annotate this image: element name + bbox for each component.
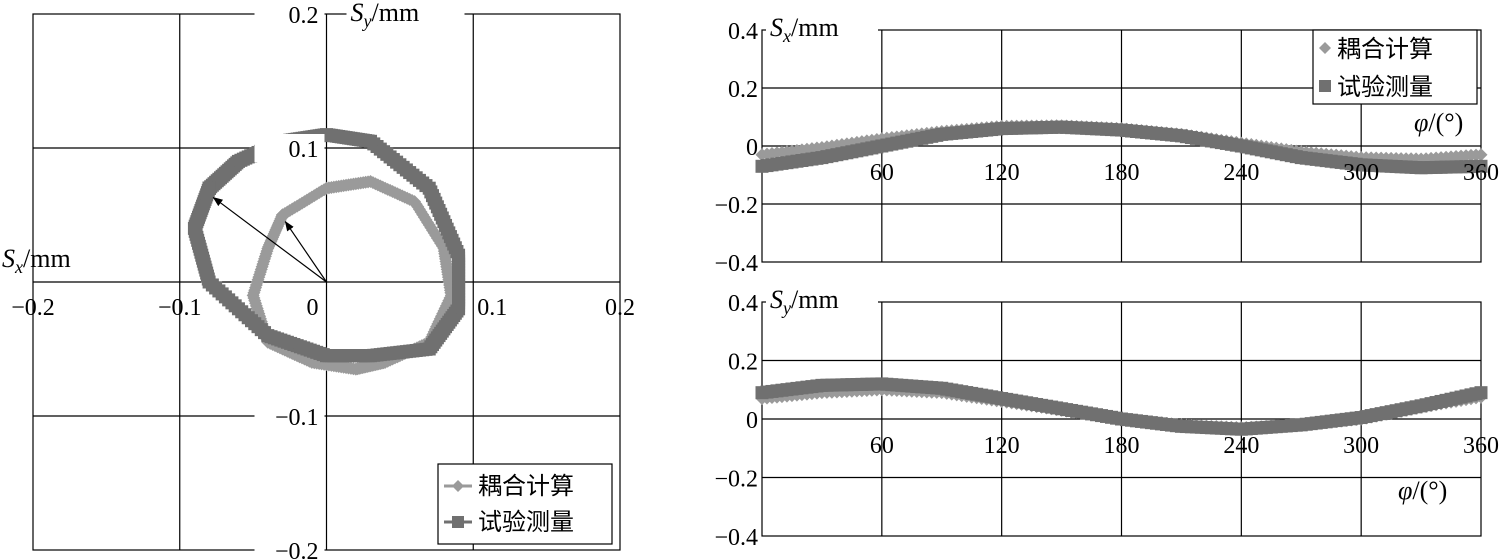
orbit-y-axis-title: Sy/mm bbox=[351, 0, 420, 31]
sx-vs-phi-y-tick-label: 0.4 bbox=[728, 19, 758, 45]
sy-vs-phi-y-tick-label: 0 bbox=[746, 408, 758, 434]
orbit-y-tick-label: 0.1 bbox=[289, 137, 319, 163]
sx-vs-phi-y-axis-title: Sx/mm bbox=[770, 13, 839, 46]
orbit-arrow-2 bbox=[284, 220, 327, 283]
sy-vs-phi-x-tick-label: 360 bbox=[1463, 433, 1499, 459]
orbit-legend-marker bbox=[452, 480, 464, 492]
tick-label-background bbox=[254, 134, 325, 162]
sy-vs-phi-x-tick-label: 120 bbox=[984, 433, 1020, 459]
tick-label-background bbox=[254, 0, 325, 28]
sx-vs-phi-legend-label: 耦合计算 bbox=[1337, 35, 1433, 63]
orbit-arrow-1 bbox=[212, 196, 327, 283]
orbit-legend-label: 耦合计算 bbox=[478, 472, 574, 500]
sx-vs-phi-x-tick-label: 120 bbox=[984, 160, 1020, 186]
orbit-legend-box bbox=[437, 463, 613, 545]
sx-vs-phi-legend-box bbox=[1312, 29, 1478, 105]
orbit-y-tick-label: −0.2 bbox=[275, 539, 319, 559]
sy-vs-phi-y-axis-title: Sy/mm bbox=[770, 285, 839, 318]
orbit-x-tick-label: 0 bbox=[307, 295, 319, 321]
sx-vs-phi-x-tick-label: 240 bbox=[1223, 160, 1259, 186]
axis-title-background bbox=[766, 14, 878, 44]
orbit-legend-label: 试验测量 bbox=[478, 508, 574, 536]
orbit-marker-measured bbox=[202, 181, 216, 195]
sx-vs-phi-x-axis-title: φ/(°) bbox=[1414, 108, 1463, 137]
sx-vs-phi-x-tick-label: 300 bbox=[1343, 160, 1379, 186]
sx-vs-phi-legend-marker bbox=[1319, 80, 1331, 92]
orbit-x-tick-label: −0.1 bbox=[158, 295, 202, 321]
sx-vs-phi-y-tick-label: 0 bbox=[746, 135, 758, 161]
axis-title-background bbox=[346, 0, 465, 30]
sy-vs-phi-y-tick-label: 0.4 bbox=[728, 291, 758, 317]
orbit-x-tick-label: 0.2 bbox=[605, 295, 635, 321]
sx-vs-phi-x-tick-label: 360 bbox=[1463, 160, 1499, 186]
sx-vs-phi-legend-marker bbox=[1319, 42, 1331, 54]
orbit-marker-coupled bbox=[275, 208, 289, 222]
sx-vs-phi-marker-measured bbox=[1474, 159, 1488, 173]
sx-vs-phi-x-tick-label: 60 bbox=[870, 160, 894, 186]
orbit-legend-marker bbox=[452, 516, 464, 528]
sy-vs-phi-x-tick-label: 180 bbox=[1104, 433, 1140, 459]
sy-vs-phi-x-tick-label: 60 bbox=[870, 433, 894, 459]
sy-vs-phi-y-tick-label: −0.2 bbox=[714, 467, 758, 493]
orbit-x-tick-label: 0.1 bbox=[477, 295, 507, 321]
sx-vs-phi-y-tick-label: 0.2 bbox=[728, 77, 758, 103]
sx-vs-phi-legend-label: 试验测量 bbox=[1337, 73, 1433, 101]
sx-vs-phi-y-tick-label: −0.2 bbox=[714, 193, 758, 219]
sy-vs-phi-y-tick-label: −0.4 bbox=[714, 525, 758, 551]
sx-vs-phi-x-tick-label: 180 bbox=[1104, 160, 1140, 186]
data-layer bbox=[187, 119, 1488, 436]
sx-vs-phi-y-tick-label: −0.4 bbox=[714, 251, 758, 277]
tick-label-background bbox=[254, 402, 325, 430]
sy-vs-phi-x-tick-label: 300 bbox=[1343, 433, 1379, 459]
sy-vs-phi-marker-measured bbox=[1474, 386, 1488, 400]
orbit-x-axis-title: Sx/mm bbox=[2, 244, 71, 277]
orbit-y-tick-label: −0.1 bbox=[275, 405, 319, 431]
axis-layer bbox=[212, 196, 327, 283]
orbit-x-tick-label: −0.2 bbox=[11, 295, 55, 321]
axis-title-background bbox=[766, 286, 878, 316]
tick-label-background bbox=[254, 536, 325, 559]
sy-vs-phi-x-tick-label: 240 bbox=[1223, 433, 1259, 459]
sy-vs-phi-y-tick-label: 0.2 bbox=[728, 350, 758, 376]
orbit-y-tick-label: 0.2 bbox=[289, 3, 319, 29]
sx-vs-phi-marker-coupled bbox=[1474, 148, 1488, 162]
sy-vs-phi-x-axis-title: φ/(°) bbox=[1398, 476, 1447, 505]
